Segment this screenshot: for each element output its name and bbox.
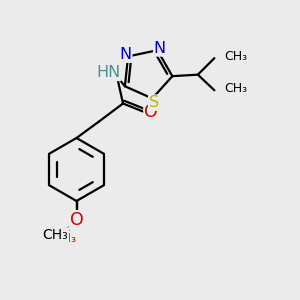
- Text: OCH₃: OCH₃: [44, 232, 76, 245]
- Text: CH₃: CH₃: [224, 82, 247, 95]
- Text: O: O: [70, 212, 83, 230]
- Text: CH₃: CH₃: [224, 50, 247, 63]
- Text: HN: HN: [97, 65, 121, 80]
- Text: O: O: [70, 211, 83, 229]
- Text: O: O: [144, 103, 158, 121]
- Text: CH₃: CH₃: [43, 228, 68, 242]
- Text: N: N: [154, 41, 166, 56]
- Text: S: S: [149, 95, 159, 110]
- Text: N: N: [120, 47, 132, 62]
